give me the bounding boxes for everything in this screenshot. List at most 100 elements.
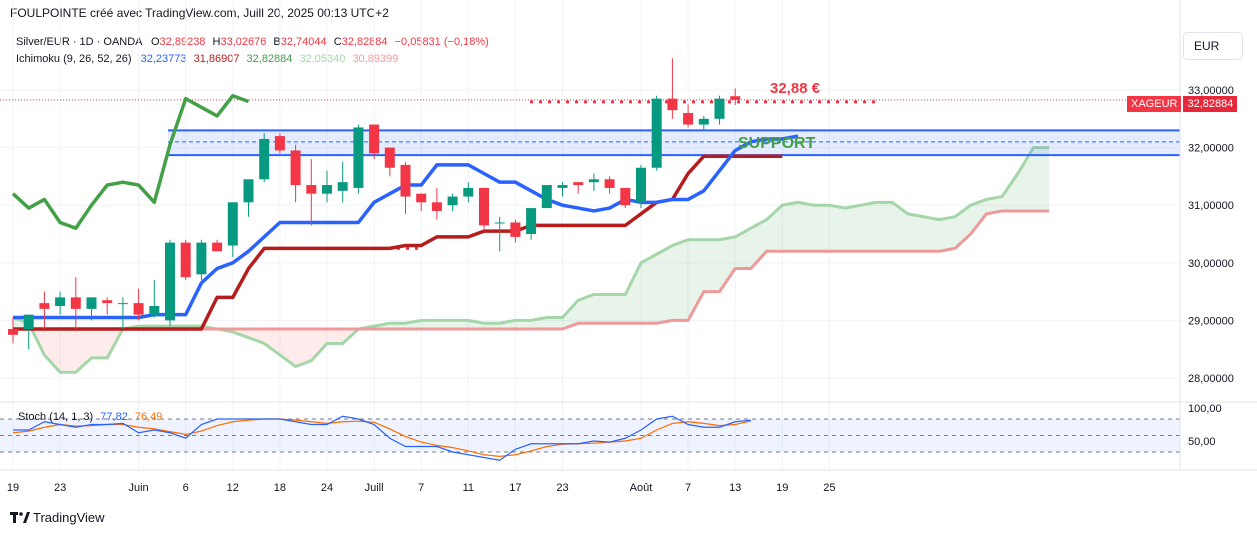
ichimoku-kijun-value: 31,86907 (193, 53, 240, 65)
price-tag-value: 32,82884 (1183, 96, 1238, 112)
ichimoku-cloud (12, 146, 1050, 374)
candle (102, 297, 113, 315)
candle (369, 124, 380, 160)
candle (227, 202, 238, 258)
candle-body (243, 179, 254, 203)
candle (212, 239, 223, 252)
cloud-segment (75, 329, 92, 373)
candle (337, 162, 348, 203)
candle-body (274, 136, 285, 151)
cloud-segment (955, 205, 971, 249)
x-tick-label: 17 (509, 482, 521, 494)
candle (353, 124, 364, 194)
ichimoku-tenkan-value: 32,23773 (140, 53, 187, 65)
candle-body (369, 124, 380, 154)
currency-button[interactable]: EUR (1183, 32, 1243, 60)
price-tag-symbol: XAGEUR (1127, 96, 1182, 112)
candle (416, 193, 427, 211)
candle-body (196, 242, 207, 275)
candlesticks (8, 58, 741, 350)
y-tick-label: 32,00000 (1188, 143, 1234, 155)
candle (8, 317, 18, 344)
candle (541, 185, 552, 209)
support-zone-fill (168, 130, 1180, 156)
candle-body (541, 185, 552, 209)
stoch-label: Stoch (14, 1, 3) (18, 411, 94, 423)
candle-body (479, 187, 489, 226)
chart-title: FOULPOINTE créé avec TradingView.com, Ju… (10, 6, 389, 20)
cloud-segment (248, 329, 265, 344)
candle (588, 173, 599, 191)
span-a-line (12, 146, 1050, 374)
price-tag: XAGEUR 32,82884 (1127, 96, 1238, 112)
cloud-segment (986, 196, 1003, 214)
candle-body (698, 118, 709, 125)
ichimoku-spana-value: 32,05340 (299, 53, 346, 65)
cloud-segment (735, 228, 751, 269)
y-tick-label: 28,00000 (1188, 373, 1234, 385)
cloud-segment (939, 216, 955, 252)
x-tick-label: Août (630, 482, 653, 494)
y-tick-label: 33,00000 (1188, 85, 1234, 97)
cloud-segment (327, 329, 343, 344)
cloud-segment (311, 329, 327, 361)
candle (196, 239, 207, 281)
x-tick-label: 25 (823, 482, 835, 494)
target-price-label: 32,88 € (770, 80, 821, 97)
candle-body (117, 303, 128, 305)
stoch-legend: Stoch (14, 1, 3) 77,82 76,49 (18, 411, 162, 423)
cloud-segment (546, 317, 563, 330)
candle-body (636, 167, 646, 203)
y-tick-label: 31,00000 (1188, 200, 1234, 212)
tradingview-icon (10, 511, 30, 523)
candle (620, 187, 631, 209)
open-label: O (150, 36, 160, 48)
candle-body (510, 222, 521, 237)
stochastic-panel (0, 401, 1257, 461)
candle (494, 216, 505, 252)
candle (384, 147, 395, 177)
candle-body (8, 329, 18, 335)
candle (683, 104, 694, 128)
candle (165, 239, 175, 327)
stoch-y-tick-label: 100,00 (1188, 403, 1222, 415)
x-tick-label: 24 (321, 482, 333, 494)
high-label: H (212, 36, 221, 48)
candle (730, 88, 741, 105)
cloud-segment (798, 202, 814, 252)
cloud-segment (60, 329, 76, 373)
ichimoku-legend: Ichimoku (9, 26, 52, 26) 32,23773 31,869… (16, 53, 398, 65)
candle-body (165, 242, 175, 321)
stoch-d-line (12, 418, 752, 458)
candle-body (526, 208, 537, 234)
candle-body (212, 242, 223, 252)
candle-body (604, 179, 615, 188)
candle (70, 277, 81, 330)
cloud-segment (452, 320, 469, 330)
cloud-segment (562, 300, 579, 330)
ichimoku-chikou-value: 32,82884 (246, 53, 293, 65)
x-tick-label: Juill (365, 482, 384, 494)
candle-body (588, 179, 599, 183)
candle-body (651, 98, 662, 168)
tradingview-logo[interactable]: TradingView (10, 510, 105, 525)
candle-body (102, 300, 113, 304)
candle-body (86, 297, 97, 309)
x-tick-label: 7 (685, 482, 691, 494)
annotations: 32,88 € SUPPORT (738, 80, 821, 152)
cloud-segment (44, 329, 61, 373)
cloud-segment (892, 202, 908, 252)
candle (39, 291, 50, 330)
candle-body (306, 185, 317, 194)
stoch-d-value: 76,49 (134, 411, 163, 423)
x-tick-label: 7 (418, 482, 424, 494)
cloud-segment (782, 202, 798, 252)
symbol-name: Silver/EUR · 1D · OANDA (16, 36, 142, 48)
candle-body (431, 202, 442, 211)
cloud-segment (1017, 147, 1034, 211)
candle (463, 182, 474, 203)
candle (180, 239, 191, 281)
candle-body (39, 303, 50, 309)
candle-body (353, 127, 364, 188)
